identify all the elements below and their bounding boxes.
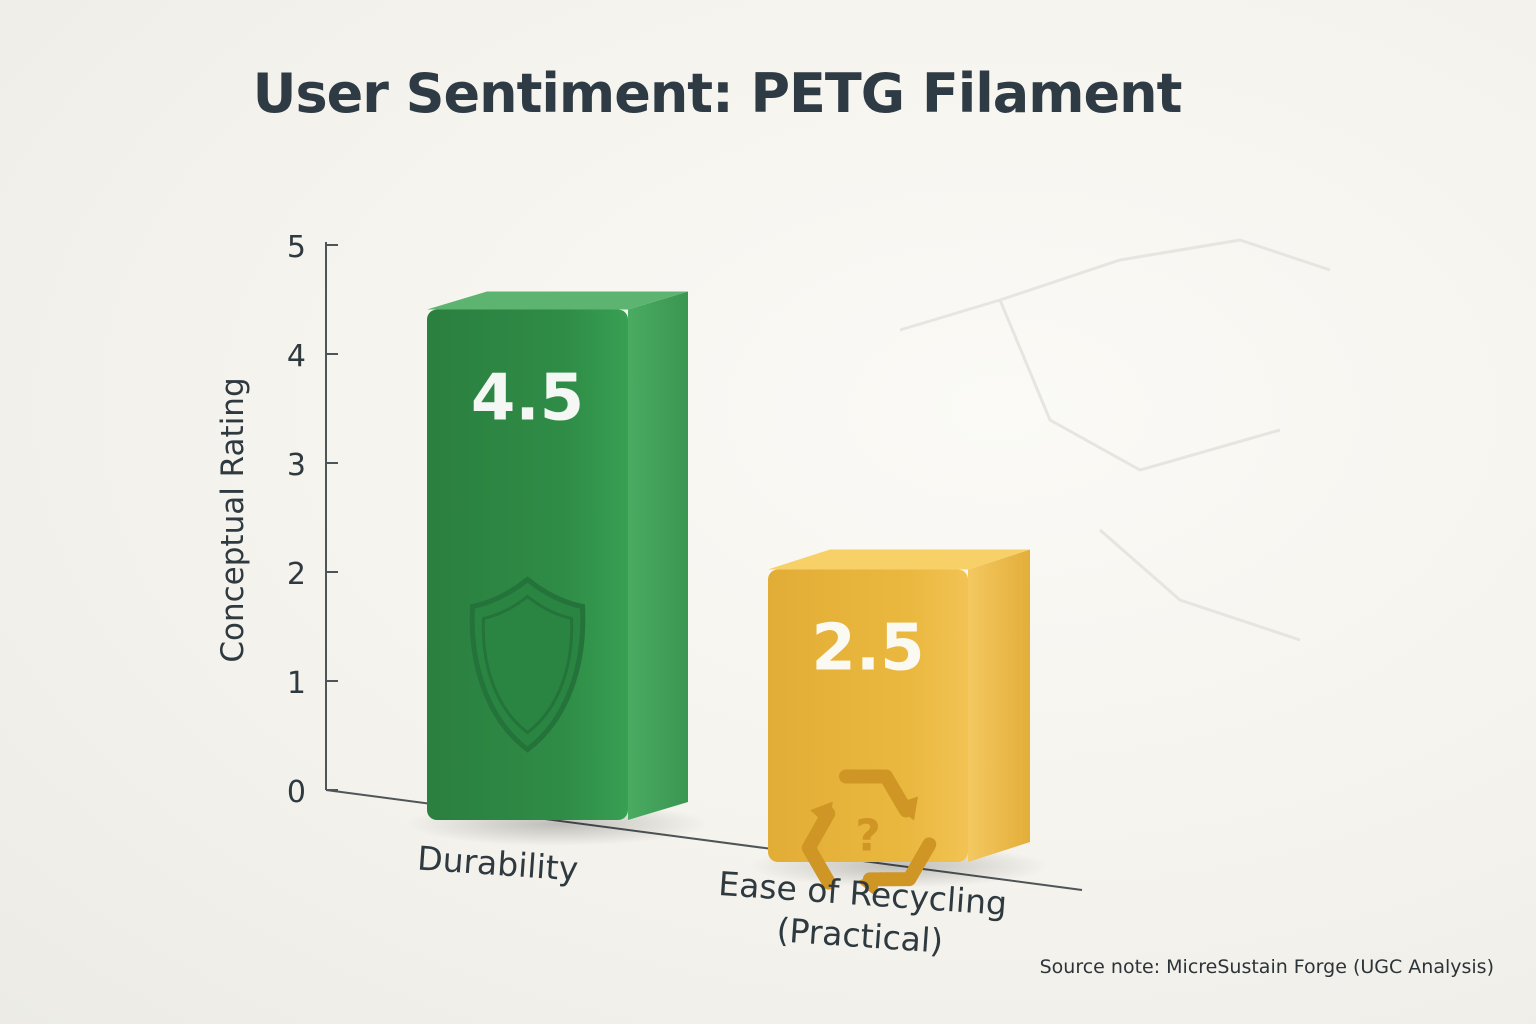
bar-side	[968, 549, 1030, 862]
source-note: Source note: MicreSustain Forge (UGC Ana…	[1039, 956, 1494, 978]
bar-front	[768, 569, 968, 862]
bar-front	[427, 309, 628, 820]
recycle-arrow	[801, 801, 836, 890]
recycle-arrow	[857, 837, 937, 897]
bar-top	[427, 291, 688, 310]
recycle-arrow	[839, 769, 918, 821]
shield-outline	[469, 576, 586, 753]
recycle-arrow-path	[862, 837, 937, 887]
recycle-arrow-head	[857, 872, 881, 897]
chart-title: User Sentiment: PETG Filament	[252, 62, 1183, 125]
y-tick-label: 2	[287, 557, 306, 592]
bar-side	[628, 291, 688, 820]
y-tick-label: 1	[287, 666, 306, 701]
y-tick-label: 3	[287, 448, 306, 483]
bar-durability: 4.5	[406, 291, 709, 846]
bars: 4.5 2.5?	[406, 291, 1048, 897]
bar-top	[768, 549, 1030, 570]
recycle-arrow-path	[839, 769, 913, 818]
y-tick-label: 0	[287, 775, 306, 810]
recycle-question-icon: ?	[801, 769, 937, 897]
question-mark: ?	[855, 811, 881, 862]
y-axis-label: Conceptual Rating	[215, 377, 251, 662]
bar-value-label: 2.5	[811, 612, 924, 686]
y-tick-label: 5	[287, 230, 306, 265]
shield-inner	[481, 594, 574, 735]
shield-icon	[469, 576, 586, 753]
y-tick-label: 4	[287, 339, 306, 374]
bar-ease-of-recycling: 2.5?	[748, 549, 1048, 897]
background-texture	[899, 238, 1331, 642]
recycle-arrow-head	[810, 801, 833, 827]
bar-value-label: 4.5	[471, 362, 584, 436]
recycle-arrow-path	[801, 806, 836, 890]
x-category-label-line: (Practical)	[775, 910, 944, 961]
recycle-arrow-head	[894, 796, 918, 821]
